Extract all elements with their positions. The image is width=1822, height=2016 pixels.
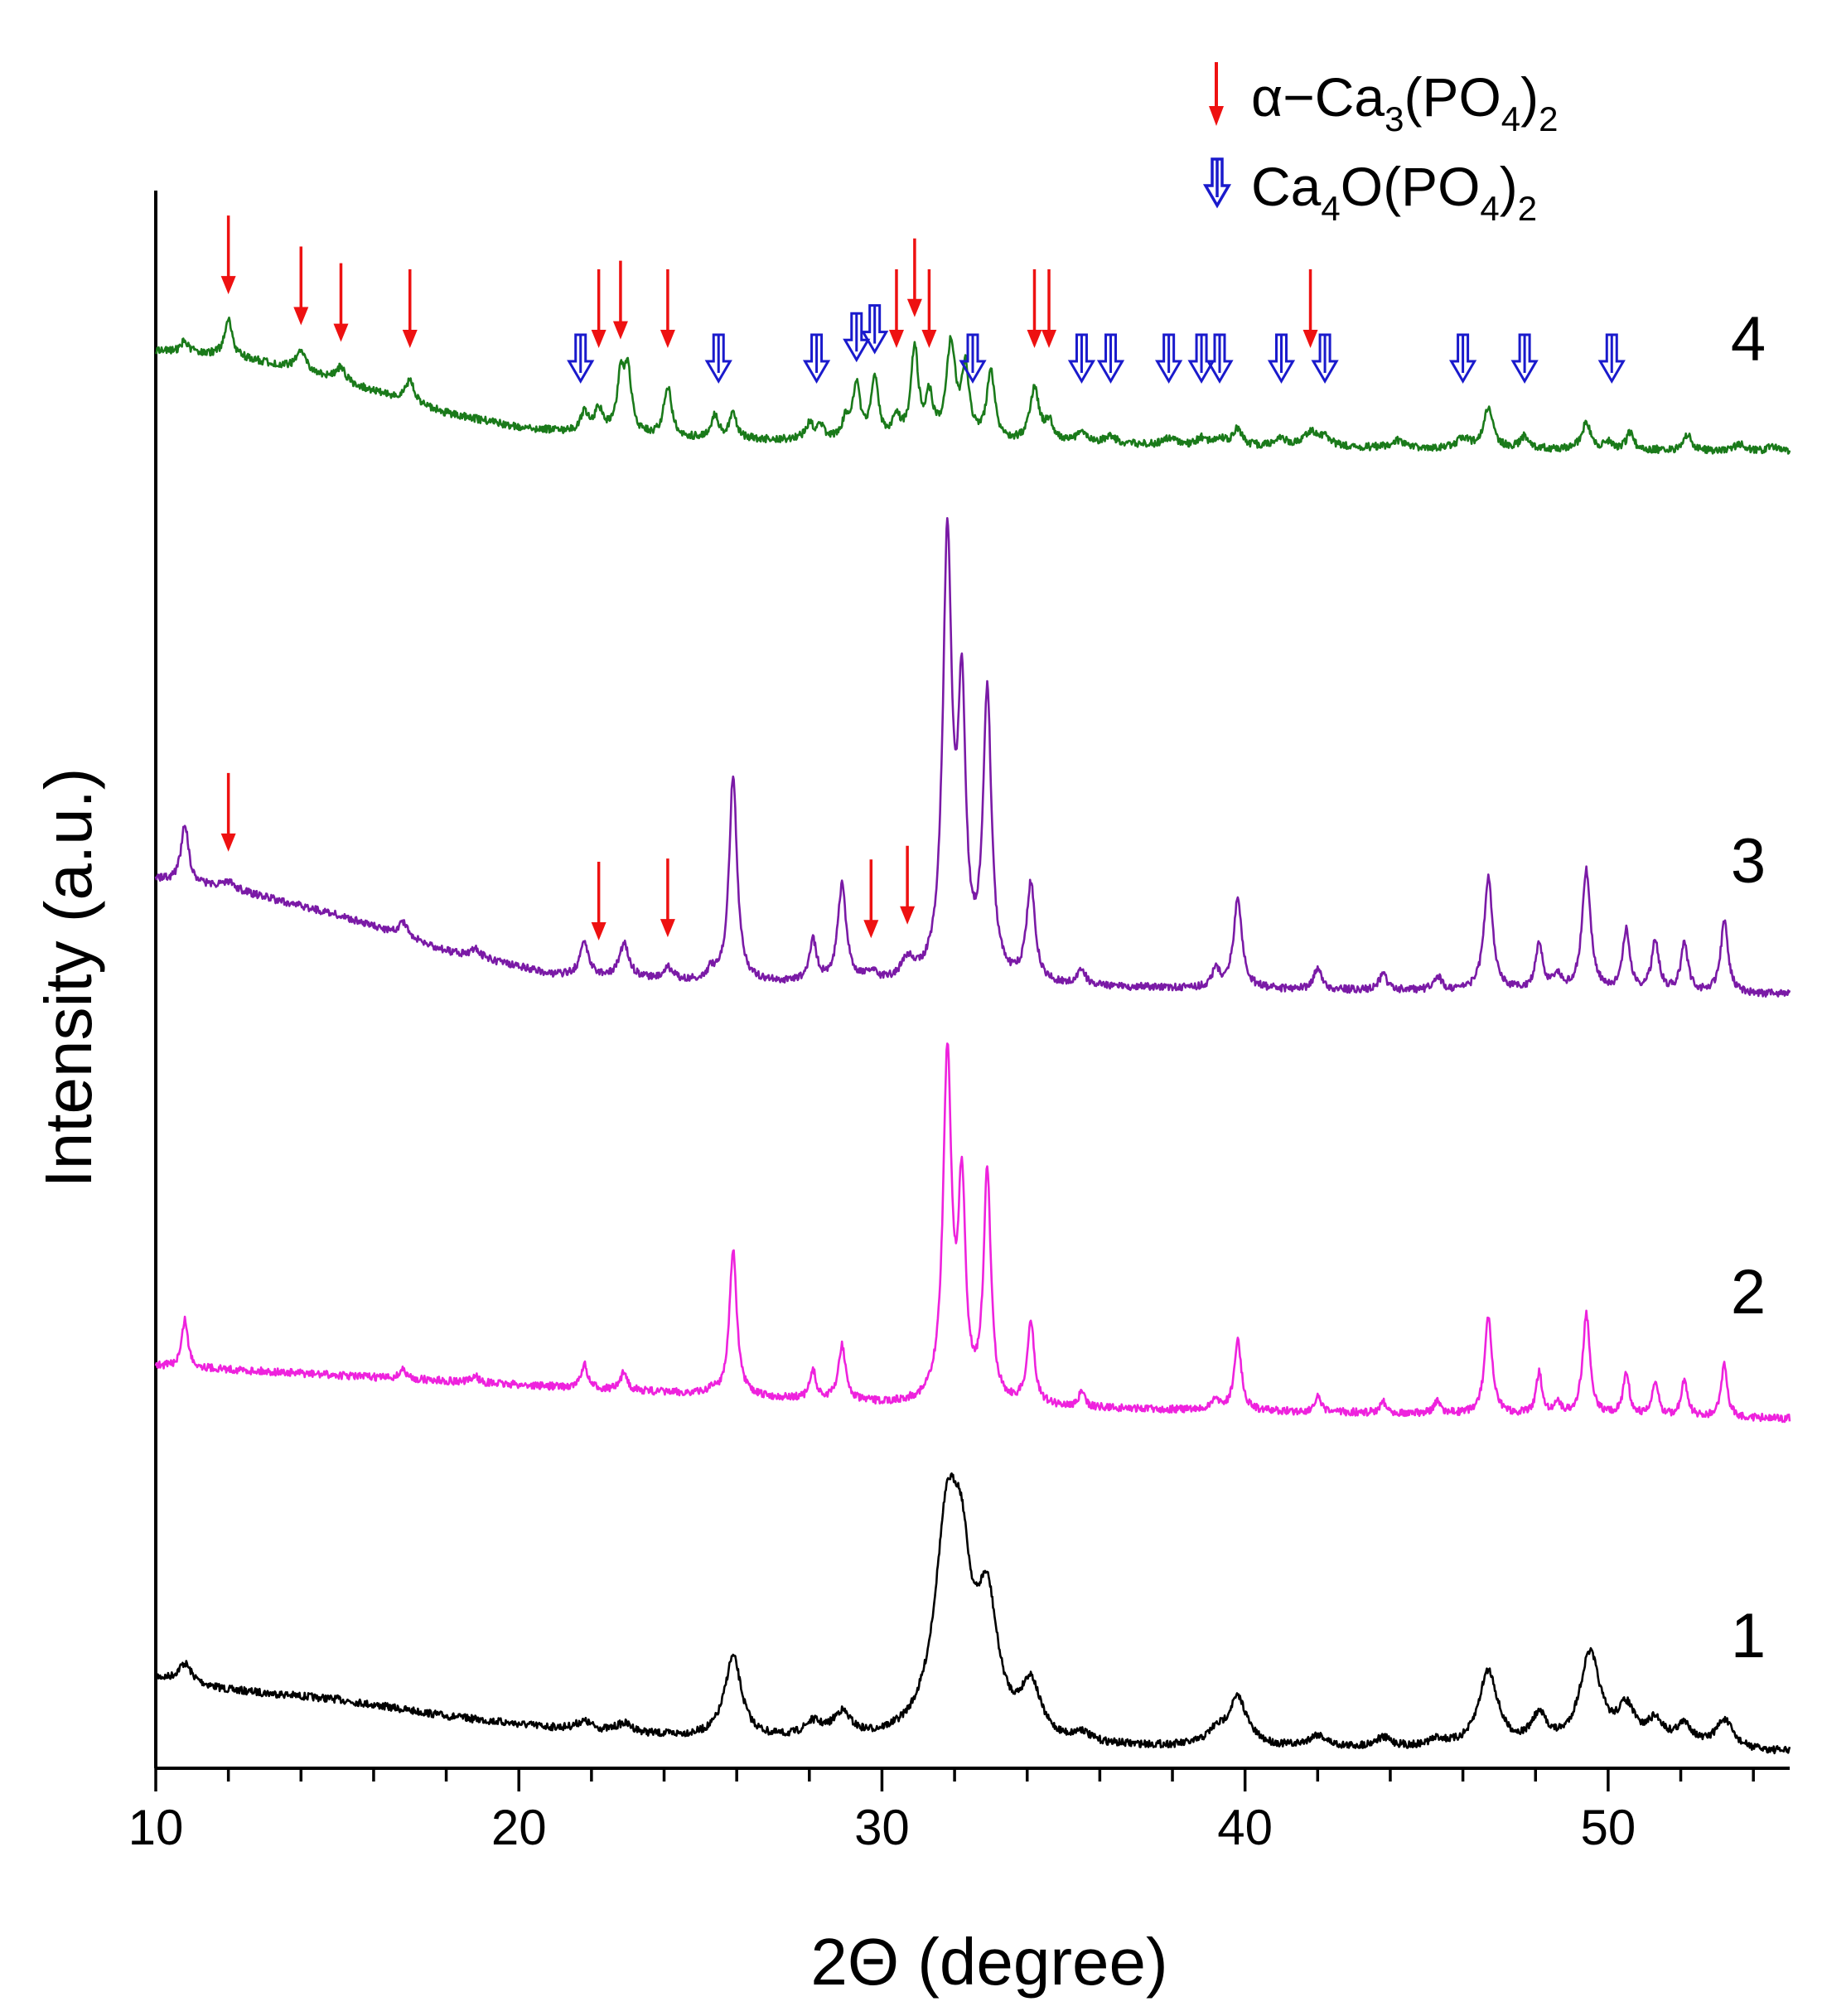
alpha-tcp-arrowhead [402,330,418,348]
ttcp-arrow [1448,333,1477,384]
series-line-3 [154,517,1791,998]
ttcp-arrow [1206,333,1234,384]
ttcp-arrow [1155,333,1183,384]
ttcp-arrow [567,333,595,384]
alpha-tcp-arrowhead [863,920,879,939]
y-axis-title: Intensity (a.u.) [31,768,105,1188]
series-label-4: 4 [1731,304,1766,375]
ttcp-arrow [1067,333,1096,384]
alpha-tcp-arrowhead [888,330,904,348]
ttcp-arrow [1096,333,1125,384]
alpha-tcp-arrowhead [333,323,349,342]
x-tick-label: 20 [491,1800,547,1855]
alpha-tcp-arrowhead [906,298,922,317]
ttcp-arrow [802,333,831,384]
legend-red-arrow-icon [1209,62,1224,126]
alpha-tcp-arrowhead [921,330,937,348]
alpha-tcp-arrowhead [1302,330,1318,348]
series-label-2: 2 [1731,1257,1766,1327]
x-tick-label: 50 [1581,1800,1636,1855]
alpha-tcp-arrowhead [293,307,309,326]
x-tick-label: 10 [128,1800,184,1855]
alpha-tcp-arrowhead [612,321,628,340]
ttcp-arrow [843,312,871,363]
legend-label-alpha-tcp: α−Ca3(PO4)2 [1251,66,1558,138]
alpha-tcp-arrowhead [591,330,607,348]
ttcp-arrow [1267,333,1296,384]
alpha-tcp-arrowhead [220,833,236,852]
legend-blue-double-arrow-icon [1202,157,1232,209]
alpha-tcp-arrowhead [1041,330,1057,348]
ttcp-arrow [1510,333,1539,384]
x-tick-label: 40 [1217,1800,1273,1855]
series-line-4 [154,317,1791,455]
alpha-tcp-arrowhead [220,276,236,295]
alpha-tcp-arrowhead [660,330,675,348]
ttcp-arrow [1597,333,1626,384]
x-tick-label: 30 [854,1800,910,1855]
plot-area: 10 20 30 40 50 2Θ (degree) Intensity (a.u.) 1 2 3… [31,191,1791,1999]
series-label-1: 1 [1731,1601,1766,1671]
series-line-2 [154,1042,1791,1424]
alpha-tcp-arrowhead [1027,330,1042,348]
legend: α−Ca3(PO4)2 Ca4O(PO4)2 [1202,62,1558,228]
ttcp-arrow [704,333,732,384]
alpha-tcp-arrowhead [900,906,916,925]
ttcp-arrow [959,333,987,384]
series-label-3: 3 [1731,826,1766,897]
ttcp-arrow [861,304,889,355]
x-axis-title: 2Θ (degree) [810,1925,1167,1999]
alpha-tcp-arrowhead [660,919,675,938]
ttcp-arrow [1187,333,1215,384]
alpha-tcp-arrowhead [591,922,607,940]
series-line-1 [154,1472,1791,1755]
ttcp-arrow [1311,333,1339,384]
legend-label-ttcp: Ca4O(PO4)2 [1251,156,1537,228]
